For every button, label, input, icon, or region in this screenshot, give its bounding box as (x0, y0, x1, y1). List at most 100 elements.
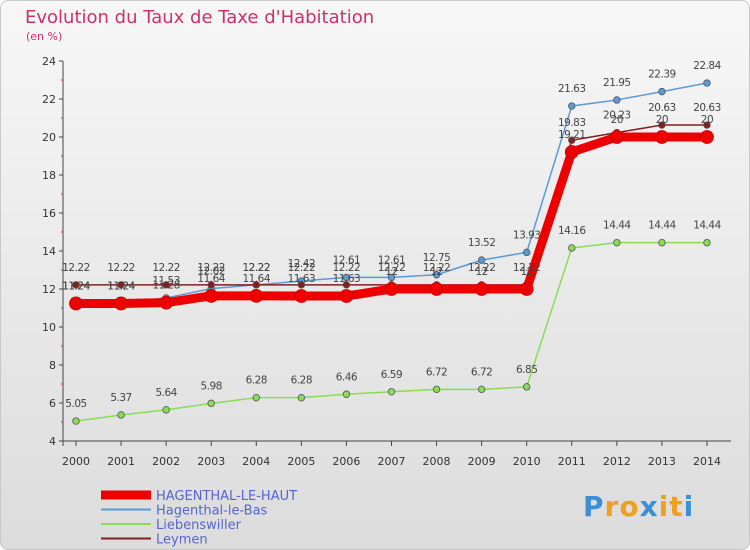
data-label: 12.22 (288, 262, 316, 274)
data-label: 6.28 (246, 375, 267, 387)
data-label: 11.28 (152, 280, 180, 292)
data-label: 11.24 (62, 280, 90, 292)
data-point (249, 288, 264, 303)
x-tick-label: 2014 (693, 455, 721, 468)
data-point (568, 244, 576, 252)
data-label: 6.28 (291, 375, 312, 387)
data-label: 12.75 (423, 252, 451, 264)
data-point (387, 388, 396, 396)
data-point (523, 248, 531, 257)
data-label: 11.63 (333, 273, 361, 285)
data-label: 11.64 (197, 273, 225, 285)
x-tick-label: 2002 (152, 455, 180, 468)
data-label: 6.72 (426, 366, 447, 378)
x-tick-label: 2007 (377, 455, 405, 468)
data-point (162, 281, 170, 289)
data-label: 12 (475, 266, 487, 278)
data-point (342, 281, 351, 289)
proxiti-logo: Proxiti (583, 490, 694, 523)
data-point (117, 411, 125, 419)
x-tick-label: 2000 (62, 455, 90, 468)
legend-label: Liebenswiller (156, 518, 242, 533)
data-label: 11.24 (62, 280, 90, 292)
data-point (703, 121, 711, 129)
legend-label: Leymen (156, 533, 208, 548)
data-label: 12.61 (378, 254, 406, 266)
data-label: 20.23 (603, 110, 631, 122)
x-tick-label: 2009 (468, 455, 496, 468)
data-label: 22.39 (648, 69, 676, 81)
legend-label: HAGENTHAL-LE-HAUT (156, 489, 297, 504)
data-label: 11.63 (288, 273, 316, 285)
data-point (432, 271, 441, 279)
data-label: 11.53 (152, 275, 180, 287)
data-point (114, 296, 128, 311)
data-label: 13.93 (513, 229, 541, 241)
data-point (658, 87, 666, 96)
y-tick-label: 10 (42, 321, 56, 334)
x-tick-label: 2003 (197, 455, 225, 468)
data-label: 6.46 (336, 371, 358, 383)
y-tick-label: 6 (49, 397, 56, 410)
data-point (568, 136, 576, 144)
data-point (72, 417, 80, 425)
data-point (477, 256, 486, 264)
data-label: 12.22 (62, 262, 90, 274)
data-point (474, 282, 489, 296)
data-point (162, 406, 170, 414)
data-point (613, 238, 621, 247)
y-tick-label: 4 (49, 435, 56, 448)
data-label: 20 (656, 114, 668, 126)
data-point (207, 399, 215, 408)
x-tick-label: 2013 (648, 455, 676, 468)
data-point (252, 393, 260, 402)
data-label: 13.52 (468, 237, 496, 249)
data-label: 12.22 (468, 262, 496, 274)
data-label: 6.85 (516, 364, 537, 376)
data-point (159, 295, 174, 310)
logo-letter: t (669, 490, 684, 523)
data-label: 12.22 (152, 262, 180, 274)
data-label: 12 (430, 266, 442, 278)
x-tick-label: 2010 (513, 455, 541, 468)
y-tick-label: 12 (42, 283, 56, 296)
data-point (613, 96, 621, 104)
data-label: 6.59 (381, 369, 402, 381)
data-point (204, 288, 219, 303)
data-point (568, 102, 576, 110)
x-tick-label: 2008 (423, 455, 451, 468)
data-label: 12.22 (333, 262, 361, 274)
data-label: 12.22 (197, 262, 225, 274)
data-point (339, 289, 354, 303)
data-label: 22.84 (693, 60, 721, 72)
data-label: 11.24 (107, 280, 135, 292)
y-tick-label: 20 (42, 131, 56, 144)
logo-letter: r (604, 490, 620, 523)
data-label: 20.63 (648, 102, 676, 114)
legend-label: Hagenthal-le-Bas (156, 504, 268, 519)
data-point (297, 393, 306, 402)
data-point (384, 282, 399, 296)
data-label: 6.72 (471, 366, 492, 378)
data-label: 14.44 (693, 220, 721, 232)
x-tick-label: 2012 (603, 455, 631, 468)
data-point (658, 121, 666, 129)
data-label: 12.61 (333, 254, 361, 266)
data-point (342, 273, 351, 282)
data-label: 19.83 (558, 117, 586, 129)
data-point (207, 281, 215, 289)
data-label: 14.44 (603, 220, 631, 232)
y-tick-label: 8 (49, 359, 56, 372)
data-label: 12.02 (197, 266, 225, 278)
data-point (655, 130, 669, 144)
data-label: 14.16 (558, 225, 586, 237)
logo-letter: P (583, 490, 605, 523)
data-label: 11.24 (107, 280, 135, 292)
logo-letter: x (639, 490, 659, 523)
data-point (432, 385, 441, 394)
data-label: 12.42 (288, 258, 316, 270)
data-point (429, 282, 444, 296)
x-tick-label: 2005 (287, 455, 315, 468)
data-label: 5.37 (110, 392, 131, 404)
